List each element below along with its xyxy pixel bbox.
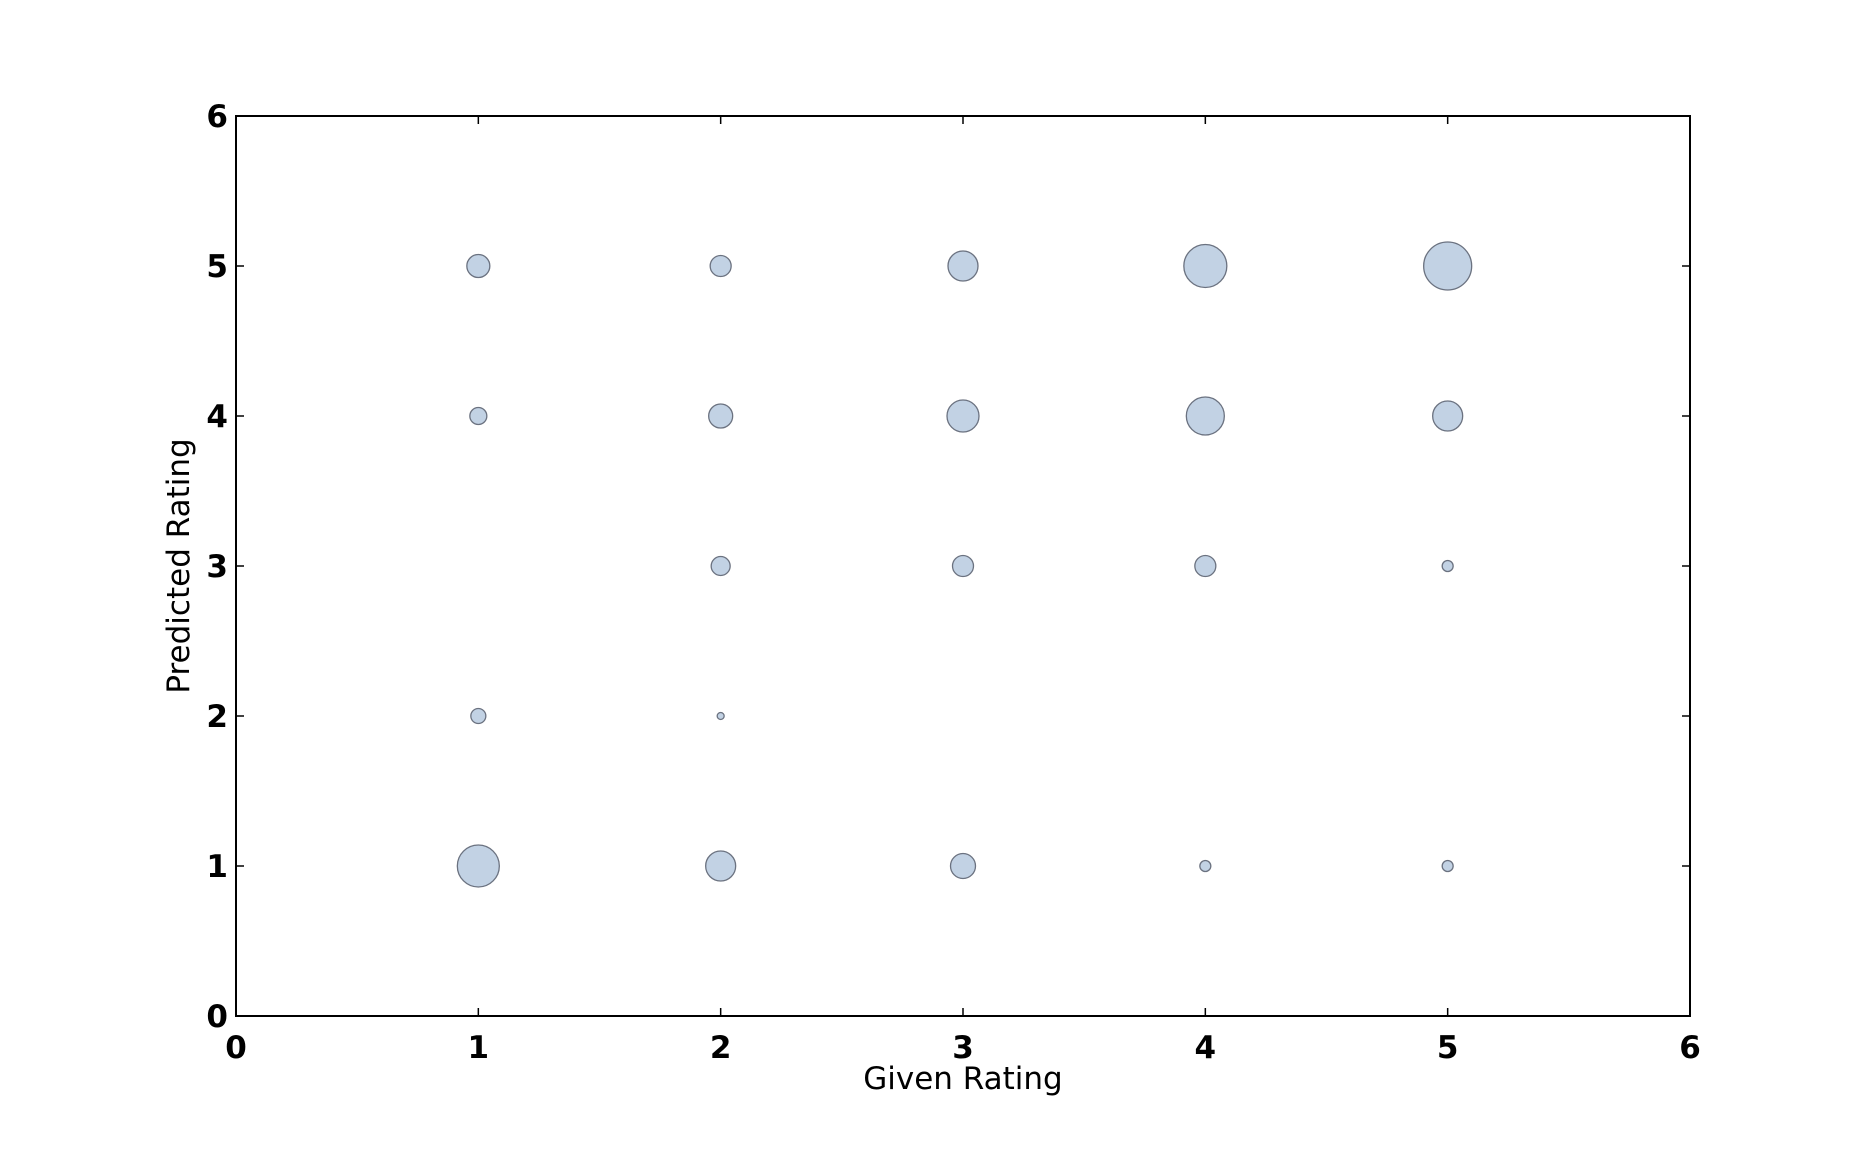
bubble-point [466, 253, 491, 279]
bubble-point [947, 250, 979, 282]
bubble-point [946, 399, 980, 433]
bubble-point [1423, 241, 1473, 291]
axis-ticks [235, 115, 1691, 1017]
y-tick-label: 4 [206, 399, 228, 435]
x-tick-label: 6 [1679, 1030, 1701, 1066]
x-axis-label: Given Rating [863, 1061, 1063, 1097]
bubble-point [709, 254, 732, 278]
bubble-point [1194, 554, 1217, 578]
bubble-point [456, 844, 500, 888]
bubble-point [1441, 859, 1454, 873]
y-tick-label: 3 [206, 549, 228, 585]
x-tick-label: 4 [1195, 1030, 1217, 1066]
y-tick-label: 5 [206, 249, 228, 285]
bubble-point [710, 555, 731, 577]
bubble-point [1441, 559, 1454, 573]
y-tick-label: 1 [206, 849, 228, 885]
y-axis-label: Predicted Rating [161, 438, 197, 693]
bubble-point [1183, 243, 1228, 289]
x-tick-label: 2 [710, 1030, 732, 1066]
y-tick-label: 6 [206, 99, 228, 135]
bubble-point [1199, 859, 1212, 873]
tick-labels: 0 1 2 3 4 5 6 0 1 2 3 4 5 6 [206, 99, 1700, 1066]
bubbles [456, 241, 1473, 888]
plot-frame [235, 115, 1691, 1017]
y-tick-label: 0 [206, 999, 228, 1035]
bubble-point [470, 707, 487, 725]
x-tick-label: 3 [952, 1030, 974, 1066]
x-tick-label: 5 [1437, 1030, 1459, 1066]
bubble-point [1432, 400, 1464, 432]
bubble-point [949, 852, 977, 880]
bubble-point [705, 850, 737, 882]
y-tick-label: 2 [206, 699, 228, 735]
bubble-point [1185, 396, 1225, 436]
bubble-point [951, 554, 975, 578]
bubble-point [716, 711, 725, 721]
bubble-point [469, 406, 488, 426]
bubble-point [708, 403, 734, 429]
x-tick-label: 1 [468, 1030, 490, 1066]
x-tick-label: 0 [225, 1030, 247, 1066]
